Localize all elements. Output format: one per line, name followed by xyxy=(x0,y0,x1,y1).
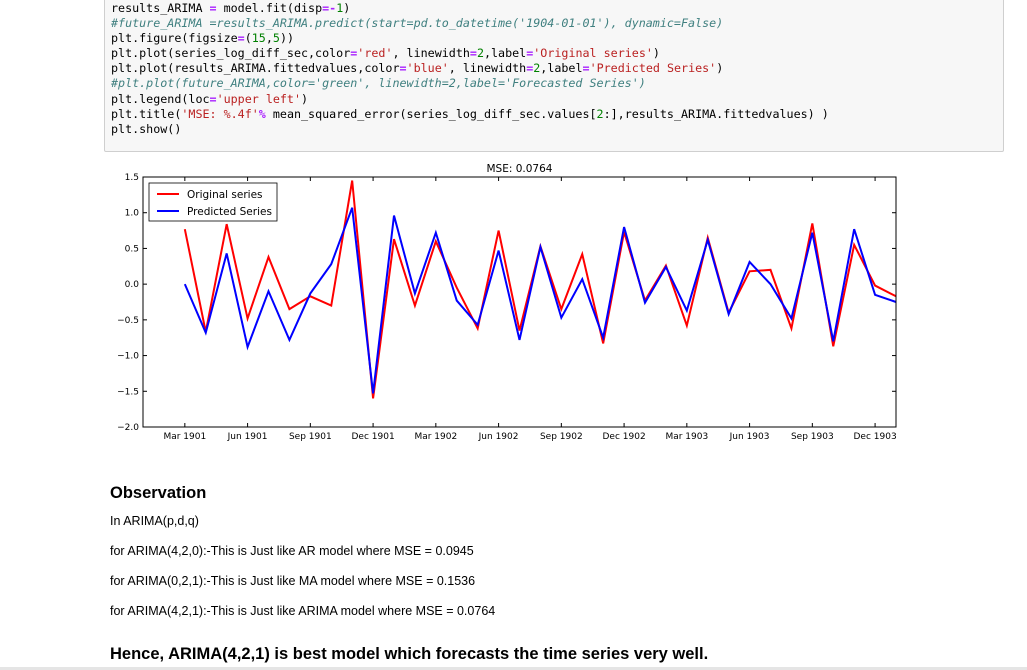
code-token: 2 xyxy=(596,106,604,121)
chart-output: 1.5 1.0 0.5 0.0 −0.5 −1.0 −1.5 −2.0 Mar 1901 Jun … xyxy=(104,158,934,453)
code-token: = xyxy=(582,61,590,76)
x-tick-label: Dec 1903 xyxy=(853,432,896,442)
x-tick-label: Sep 1901 xyxy=(289,432,332,442)
code-line: plt.plot(series_log_diff_sec,color='red'… xyxy=(111,46,1003,61)
x-tick-label: Jun 1901 xyxy=(227,432,268,442)
code-token: , linewidth xyxy=(392,46,470,61)
code-line: plt.figure(figsize=(15,5)) xyxy=(111,31,1003,46)
legend-label-original: Original series xyxy=(187,189,263,201)
legend-box xyxy=(148,182,278,222)
code-token: 2 xyxy=(476,46,484,61)
y-tick-label: −1.0 xyxy=(117,352,139,362)
code-token: ) xyxy=(301,91,309,106)
x-tick-label: Jun 1902 xyxy=(478,432,519,442)
code-token: ) xyxy=(716,61,724,76)
code-token: plt.plot(results_ARIMA.fittedvalues,colo… xyxy=(111,61,400,76)
code-line: #future_ARIMA =results_ARIMA.predict(sta… xyxy=(111,16,1003,31)
x-tick-label: Mar 1902 xyxy=(414,432,457,442)
code-token: ,label xyxy=(540,61,583,76)
code-token: 15 xyxy=(251,31,266,46)
code-token: = xyxy=(526,61,534,76)
page-bottom-divider xyxy=(0,667,1027,670)
x-tick-label: Sep 1903 xyxy=(791,432,834,442)
code-token: )) xyxy=(279,31,295,46)
code-token: model.fit(disp xyxy=(216,1,323,15)
code-token: #plt.plot(future_ARIMA,color='green', li… xyxy=(111,76,646,91)
y-tick-label: 1.5 xyxy=(125,173,139,183)
code-token: 'red' xyxy=(357,46,393,61)
code-token: #future_ARIMA =results_ARIMA.predict(sta… xyxy=(111,16,724,31)
y-tick-label: −1.5 xyxy=(117,387,139,397)
markdown-cell: Observation In ARIMA(p,d,q) for ARIMA(4,… xyxy=(110,480,990,663)
code-line: results_ARIMA = model.fit(disp=-1) xyxy=(111,1,1003,16)
y-tick-label: −0.5 xyxy=(117,316,139,326)
x-tick-label: Sep 1902 xyxy=(540,432,583,442)
code-line: plt.legend(loc='upper left') xyxy=(111,92,1003,107)
code-token: ,label xyxy=(483,46,527,61)
code-token: , linewidth xyxy=(448,61,527,76)
y-tick-label: 1.0 xyxy=(125,209,140,219)
code-token: plt.title( xyxy=(111,106,182,121)
observation-intro: In ARIMA(p,d,q) xyxy=(110,514,199,528)
observation-item-arima: for ARIMA(4,2,1):-This is Just like ARIM… xyxy=(110,604,496,618)
code-token: 'MSE: %.4f' xyxy=(181,106,259,121)
code-token: 5 xyxy=(272,31,280,46)
x-tick-label: Mar 1901 xyxy=(163,432,206,442)
code-token: plt.show() xyxy=(111,121,182,136)
code-line: plt.show() xyxy=(111,122,1003,137)
code-token: 'Original series' xyxy=(533,46,653,61)
x-tick-label: Jun 1903 xyxy=(729,432,770,442)
code-token: = xyxy=(209,1,217,15)
code-token: mean_squared_error(series_log_diff_sec.v… xyxy=(265,106,597,121)
code-token: :],results_ARIMA.fittedvalues) ) xyxy=(603,106,829,121)
code-token: = xyxy=(399,61,407,76)
code-token: ( xyxy=(244,31,252,46)
plot-frame xyxy=(142,176,897,428)
code-token: 'upper left' xyxy=(216,91,302,106)
x-tick-label: Mar 1903 xyxy=(665,432,708,442)
x-tick-label: Dec 1902 xyxy=(602,432,645,442)
code-token: = xyxy=(350,46,358,61)
code-token: plt.legend(loc xyxy=(111,91,210,106)
code-token: = xyxy=(209,91,217,106)
code-token: ) xyxy=(343,1,351,15)
observation-item-ar: for ARIMA(4,2,0):-This is Just like AR m… xyxy=(110,544,474,558)
code-token: % xyxy=(258,106,266,121)
y-tick-label: 0.0 xyxy=(125,280,140,290)
observation-heading: Observation xyxy=(110,484,207,502)
chart-title: MSE: 0.0764 xyxy=(487,163,553,175)
code-cell[interactable]: results_ARIMA = model.fit(disp=-1) #futur… xyxy=(104,0,1004,152)
code-token: plt.figure(figsize xyxy=(111,31,238,46)
code-token: , xyxy=(265,31,273,46)
legend-label-predicted: Predicted Series xyxy=(187,206,272,218)
code-token: = xyxy=(469,46,477,61)
code-line: plt.title('MSE: %.4f'% mean_squared_erro… xyxy=(111,107,1003,122)
x-tick-label: Dec 1901 xyxy=(351,432,394,442)
code-token: 1 xyxy=(336,1,344,15)
code-token: 'Predicted Series' xyxy=(589,61,717,76)
code-token: =- xyxy=(322,1,337,15)
code-token: 'blue' xyxy=(406,61,449,76)
code-line: plt.plot(results_ARIMA.fittedvalues,colo… xyxy=(111,61,1003,76)
code-token: = xyxy=(237,31,245,46)
code-token: results_ARIMA xyxy=(111,1,210,15)
line-chart: 1.5 1.0 0.5 0.0 −0.5 −1.0 −1.5 −2.0 Mar 1901 Jun … xyxy=(117,163,897,442)
observation-conclusion: Hence, ARIMA(4,2,1) is best model which … xyxy=(110,645,709,663)
y-tick-label: 0.5 xyxy=(125,244,139,254)
observation-item-ma: for ARIMA(0,2,1):-This is Just like MA m… xyxy=(110,574,476,588)
code-token: 2 xyxy=(533,61,541,76)
code-token: ) xyxy=(652,46,660,61)
code-line: #plt.plot(future_ARIMA,color='green', li… xyxy=(111,76,1003,91)
series-line-predicted xyxy=(183,207,897,394)
code-token: plt.plot(series_log_diff_sec,color xyxy=(111,46,351,61)
y-tick-label: −2.0 xyxy=(117,423,139,433)
code-token: = xyxy=(526,46,534,61)
